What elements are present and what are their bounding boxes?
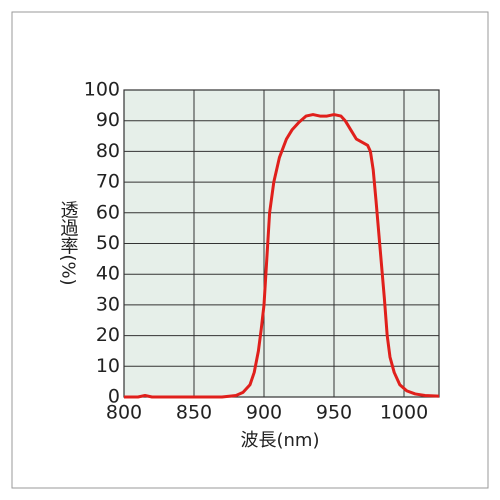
x-tick-label: 1000 [380, 402, 428, 424]
y-tick-label: 30 [96, 293, 120, 315]
x-tick-label: 800 [106, 402, 142, 424]
y-tick-label: 90 [96, 109, 120, 131]
y-tick-label: 10 [96, 355, 120, 377]
y-tick-label: 80 [96, 140, 120, 162]
y-tick-label: 100 [84, 79, 120, 101]
frame [11, 11, 489, 489]
y-tick-label: 20 [96, 324, 120, 346]
x-tick-label: 950 [316, 402, 352, 424]
plot-border [123, 89, 440, 398]
y-tick-label: 60 [96, 201, 120, 223]
y-tick-label: 70 [96, 171, 120, 193]
y-tick-label: 0 [108, 386, 120, 408]
transmission-line [124, 113, 440, 399]
x-axis-label: 波長(nm) [241, 430, 320, 451]
y-tick-label: 40 [96, 263, 120, 285]
x-tick-label: 900 [246, 402, 282, 424]
x-tick-label: 850 [176, 402, 212, 424]
y-axis-label: 透過率(%) [58, 200, 79, 285]
y-tick-label: 50 [96, 232, 120, 254]
